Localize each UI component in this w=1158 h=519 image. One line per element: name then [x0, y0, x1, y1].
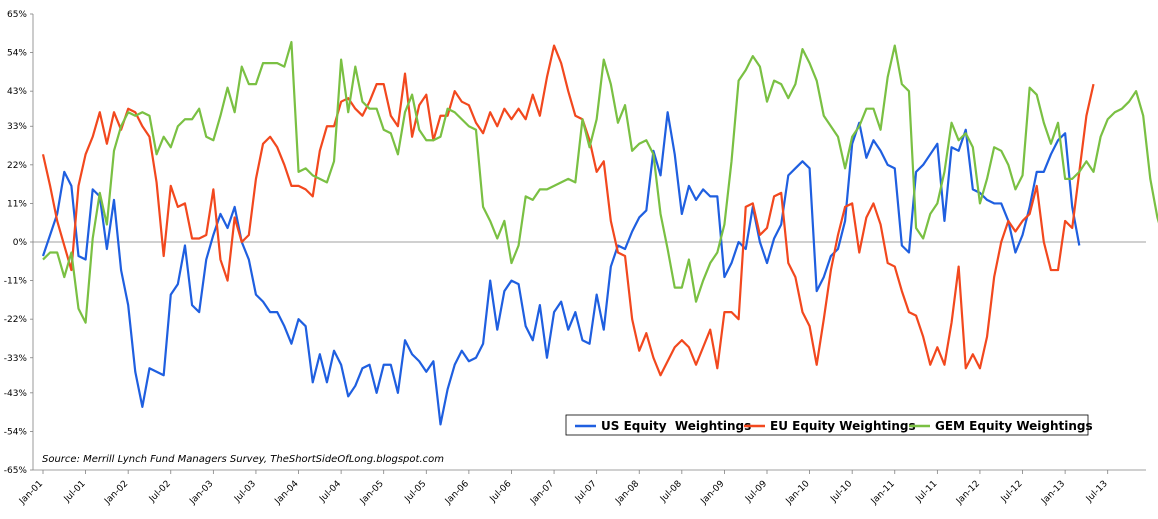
x-tick-label: Jul-09	[743, 479, 769, 505]
x-tick-label: Jan-13	[1039, 479, 1067, 507]
x-tick-label: Jan-05	[358, 479, 386, 507]
x-tick-label: Jan-10	[784, 479, 812, 507]
x-tick-label: Jul-01	[62, 479, 88, 505]
legend-label-eu: EU Equity Weightings	[770, 419, 916, 433]
legend-box	[565, 414, 1089, 436]
y-tick-label: -54%	[4, 427, 28, 437]
y-tick-label: -11%	[4, 277, 28, 287]
y-tick-label: -33%	[4, 354, 28, 364]
y-tick-label: -43%	[4, 389, 28, 399]
x-tick-label: Jan-01	[17, 479, 45, 507]
x-tick-label: Jan-11	[869, 479, 897, 507]
y-tick-label: -22%	[4, 315, 28, 325]
x-tick-label: Jul-07	[573, 479, 599, 505]
legend: US Equity Weightings EU Equity Weighting…	[565, 414, 1093, 436]
y-tick-label: 54%	[7, 49, 27, 59]
y-tick-label: 22%	[7, 161, 27, 171]
legend-label-gem: GEM Equity Weightings	[935, 419, 1093, 433]
x-tick-label: Jul-13	[1084, 479, 1110, 505]
x-tick-label: Jan-06	[443, 479, 471, 507]
series-line-gem	[42, 40, 1158, 324]
x-tick-label: Jan-02	[102, 479, 130, 507]
x-tick-label: Jul-06	[488, 479, 514, 505]
series-line-eu	[41, 44, 1095, 377]
x-tick-label: Jan-03	[187, 479, 215, 507]
x-tick-label: Jul-10	[828, 479, 854, 505]
x-tick-label: Jan-08	[613, 479, 641, 507]
x-tick-label: Jul-08	[658, 479, 684, 505]
y-tick-label: 11%	[7, 199, 27, 209]
x-tick-label: Jan-09	[699, 479, 727, 507]
y-tick-label: 33%	[7, 122, 27, 132]
x-tick-label: Jan-04	[273, 479, 301, 507]
legend-label-us: US Equity Weightings	[601, 419, 751, 433]
x-tick-label: Jan-12	[954, 479, 982, 507]
source-note: Source: Merrill Lynch Fund Managers Surv…	[42, 454, 444, 465]
x-tick-label: Jul-04	[317, 479, 343, 505]
x-tick-label: Jul-02	[147, 479, 173, 505]
y-tick-label: 0%	[13, 238, 28, 248]
x-tick-label: Jul-03	[232, 479, 258, 505]
x-tick-label: Jul-05	[403, 479, 429, 505]
y-tick-label: 43%	[7, 87, 27, 97]
x-tick-label: Jul-12	[999, 479, 1025, 505]
y-tick-label: 65%	[7, 10, 27, 20]
y-tick-label: -65%	[4, 466, 28, 476]
series-line-us	[41, 111, 1081, 426]
x-tick-label: Jul-11	[914, 479, 940, 505]
x-tick-label: Jan-07	[528, 479, 556, 507]
